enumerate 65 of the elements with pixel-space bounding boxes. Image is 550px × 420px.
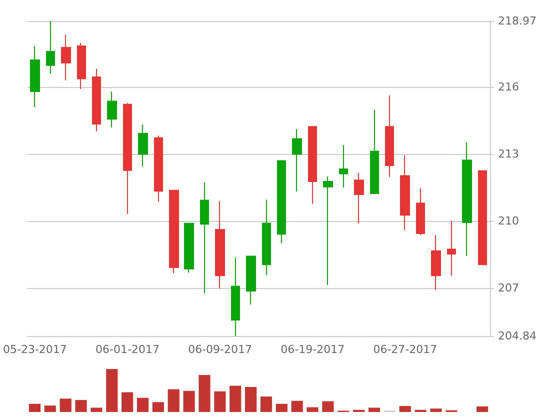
candlestick [431, 234, 441, 290]
candlestick [30, 46, 40, 108]
bar [244, 387, 257, 412]
candlestick [370, 109, 379, 194]
bar [28, 404, 41, 412]
y-tick-label: 213 [498, 148, 519, 161]
bar [152, 402, 164, 412]
bar [90, 408, 102, 412]
candlestick [400, 154, 410, 230]
x-tick-label: 06-27-2017 [373, 343, 438, 356]
candlestick [184, 222, 194, 273]
candlestick [138, 124, 148, 167]
y-tick-label: 210 [498, 214, 519, 228]
bar [399, 406, 411, 412]
candlestick [323, 176, 333, 286]
bar [60, 398, 72, 412]
candlestick [215, 200, 225, 290]
bar [230, 386, 242, 412]
candlestick [262, 199, 271, 276]
bar [430, 408, 442, 412]
bar [276, 404, 288, 412]
candlestick [354, 172, 364, 224]
candlestick [462, 142, 472, 256]
bar [214, 391, 226, 412]
candlestick [46, 20, 55, 74]
candlestick [107, 91, 117, 128]
bar [476, 406, 488, 412]
bar [291, 400, 303, 412]
candlestick [339, 144, 348, 188]
bar [106, 369, 118, 412]
candlestick [231, 257, 240, 336]
y-tick-label: 204.84 [498, 330, 536, 342]
bar [306, 407, 318, 412]
candlestick [77, 42, 86, 90]
x-tick-label: 05-23-2017 [2, 343, 67, 356]
bar [44, 406, 56, 412]
bar [322, 401, 334, 412]
bar [183, 390, 195, 412]
x-tick-label: 06-01-2017 [96, 343, 160, 356]
y-tick-label: 218.97 [498, 14, 536, 28]
candlestick [123, 102, 132, 215]
bar [136, 398, 149, 412]
candlestick [478, 170, 487, 266]
bar [122, 392, 134, 412]
candlestick [385, 95, 394, 178]
candlestick [308, 126, 317, 204]
candlestick [154, 135, 163, 202]
candlestick [277, 160, 286, 244]
candlestick [169, 190, 179, 274]
candlestick [416, 188, 425, 236]
candlestick [92, 68, 101, 132]
bar [368, 408, 380, 412]
bar [168, 389, 180, 412]
candlestick [292, 128, 302, 192]
y-tick-label: 216 [498, 80, 519, 94]
candlestick [200, 182, 209, 294]
bar [198, 375, 210, 412]
candlestick [246, 256, 256, 305]
x-tick-label: 06-19-2017 [280, 343, 345, 356]
candlestick [447, 220, 456, 276]
x-tick-label: 06-09-2017 [188, 343, 252, 356]
bar [260, 396, 272, 412]
candlestick [61, 34, 71, 81]
bar [75, 400, 87, 412]
y-tick-label: 207 [498, 281, 519, 294]
